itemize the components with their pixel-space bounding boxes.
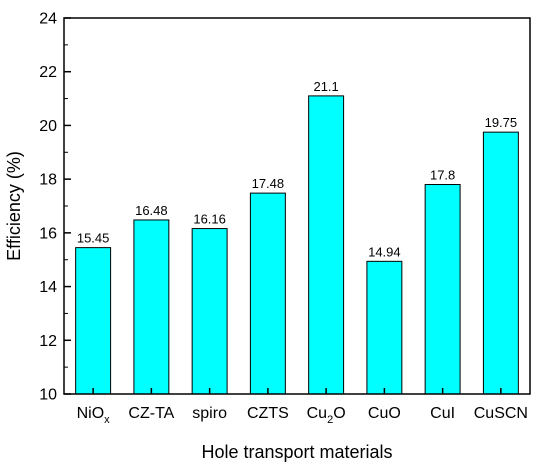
x-tick-label-cuo: CuO — [368, 405, 401, 422]
x-tick-label-spiro: spiro — [192, 405, 227, 422]
bar-cz-ta — [133, 219, 170, 395]
data-label-cuo: 14.94 — [368, 244, 401, 259]
bar-cuo — [366, 260, 403, 395]
data-label-cu2o: 21.1 — [313, 79, 338, 94]
x-axis-title: Hole transport materials — [201, 442, 392, 462]
data-label-niox: 15.45 — [77, 231, 110, 246]
x-tick-label-cz-ta: CZ-TA — [128, 405, 174, 422]
data-label-spiro: 16.16 — [193, 212, 226, 227]
bars-group — [75, 95, 519, 395]
data-label-cz-ta: 16.48 — [135, 203, 168, 218]
bar-cui — [424, 184, 461, 395]
y-tick-label: 22 — [39, 64, 57, 81]
data-label-cuscn: 19.75 — [485, 115, 518, 130]
x-tick-label-niox: NiOx — [77, 405, 111, 426]
y-axis-title: Efficiency (%) — [4, 151, 24, 261]
y-tick-label: 16 — [39, 225, 57, 242]
x-tick-label-cui: CuI — [430, 405, 455, 422]
data-labels-group: 15.45 16.48 16.16 17.48 21.1 14.94 17.8 19.75 — [77, 79, 517, 259]
data-label-cui: 17.8 — [430, 168, 455, 183]
bar-cuscn — [482, 131, 519, 395]
y-tick-label: 10 — [39, 387, 57, 404]
y-tick-label: 12 — [39, 333, 57, 350]
x-tick-label-cuscn: CuSCN — [474, 405, 528, 422]
x-tick-label-cu2o: Cu2O — [307, 405, 346, 426]
y-tick-label: 24 — [39, 11, 57, 28]
x-axis: NiOx CZ-TA spiro CZTS Cu2O CuO CuI CuSCN — [77, 388, 528, 426]
data-label-czts: 17.48 — [252, 176, 285, 191]
y-tick-label: 20 — [39, 118, 57, 135]
bar-cu2o — [308, 95, 345, 395]
y-axis: 10 12 14 16 18 20 22 24 — [39, 11, 71, 404]
y-tick-label: 18 — [39, 172, 57, 189]
bar-spiro — [191, 228, 228, 395]
y-tick-label: 14 — [39, 279, 57, 296]
bar-czts — [249, 192, 286, 395]
x-tick-label-czts: CZTS — [247, 405, 289, 422]
bar-niox — [75, 247, 112, 395]
